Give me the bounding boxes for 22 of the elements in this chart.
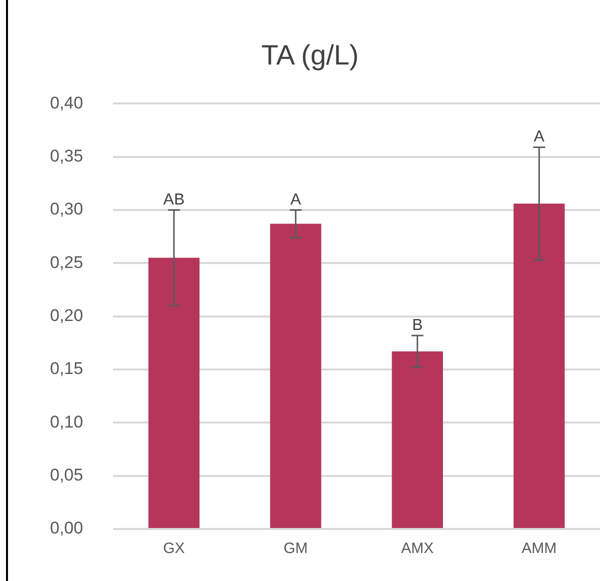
bar: [270, 224, 322, 528]
annotation: AB: [163, 191, 185, 208]
y-tick-label: 0,15: [50, 359, 84, 378]
y-tick-label: 0,10: [50, 412, 84, 432]
y-tick-label: 0,20: [50, 306, 84, 325]
y-tick-label: 0,40: [50, 93, 84, 112]
x-tick-label: GM: [284, 540, 308, 558]
x-tick-label: AMX: [401, 540, 434, 558]
annotation: A: [290, 191, 302, 208]
bar: [148, 258, 200, 528]
x-tick-label: GX: [163, 540, 185, 558]
annotation: A: [534, 128, 545, 146]
y-tick-label: 0,35: [50, 146, 84, 166]
y-tick-label: 0,00: [50, 518, 84, 538]
bar: [514, 204, 565, 528]
annotation: B: [412, 316, 423, 334]
x-tick-label: AMM: [522, 540, 557, 558]
bar: [392, 351, 443, 528]
y-tick-label: 0,05: [50, 466, 84, 485]
chart-title: TA (g/L): [261, 40, 359, 71]
y-tick-label: 0,30: [50, 200, 84, 219]
y-tick-label: 0,25: [50, 252, 84, 272]
